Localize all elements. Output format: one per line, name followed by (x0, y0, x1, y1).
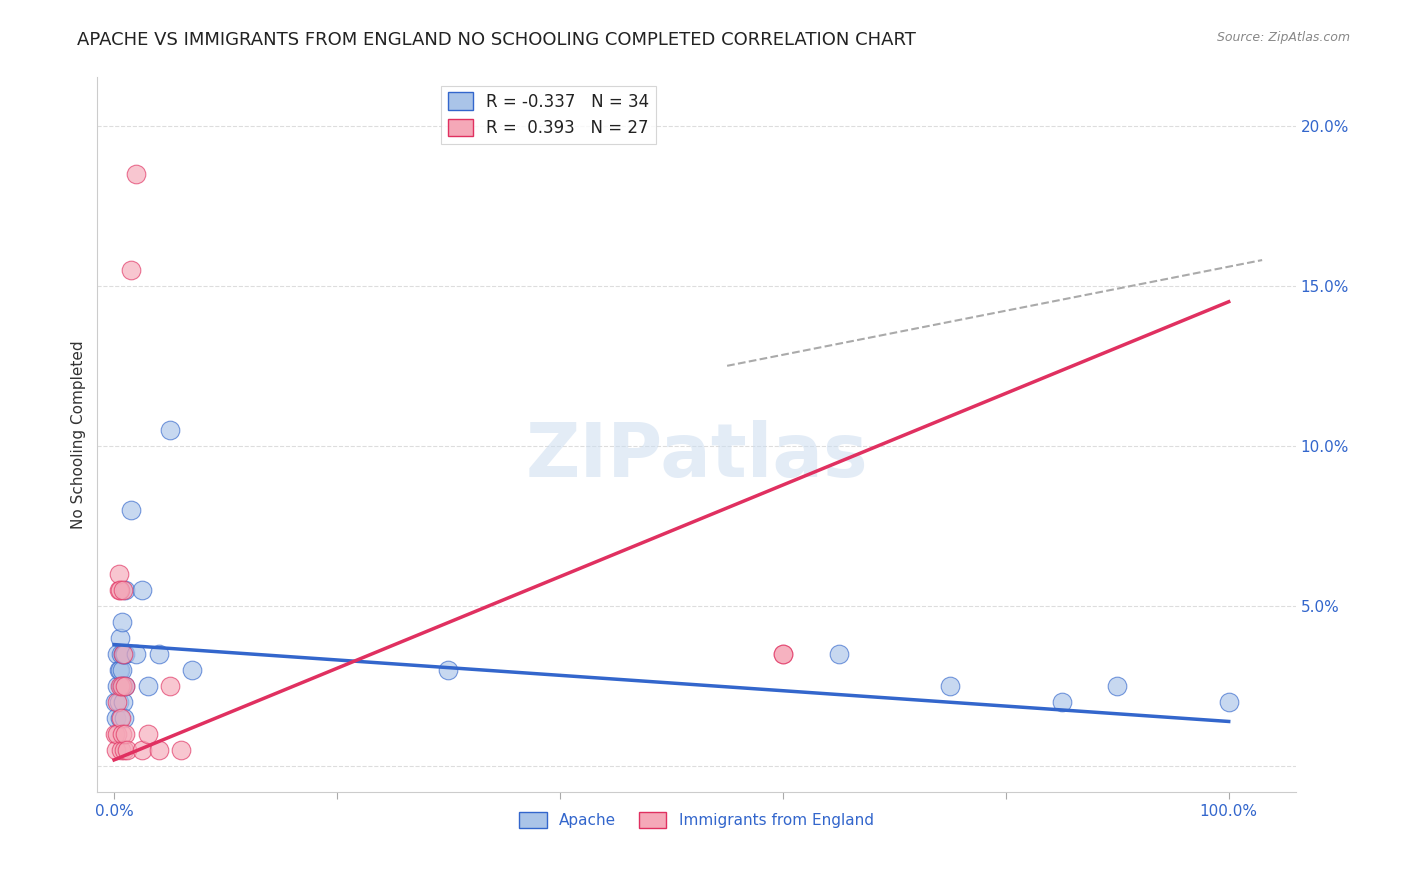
Point (110, 647, 132, 661)
Point (111, 695, 134, 709)
Point (170, 743, 193, 757)
Point (105, 743, 128, 757)
Point (159, 423, 181, 437)
Point (107, 567, 129, 582)
Point (114, 679, 136, 693)
Point (110, 711, 132, 725)
Point (110, 743, 132, 757)
Point (111, 663, 134, 677)
Point (148, 743, 170, 757)
Point (939, 679, 962, 693)
Point (111, 727, 134, 741)
Point (827, 647, 849, 661)
Point (105, 711, 128, 725)
Text: Source: ZipAtlas.com: Source: ZipAtlas.com (1216, 31, 1350, 45)
Point (108, 711, 131, 725)
Point (148, 647, 170, 661)
Point (114, 647, 136, 661)
Point (117, 743, 139, 757)
Point (136, 679, 159, 693)
Point (111, 647, 134, 661)
Point (107, 695, 129, 709)
Point (104, 695, 127, 709)
Point (111, 583, 134, 598)
Point (111, 615, 134, 629)
Point (114, 727, 136, 741)
Point (1050, 695, 1073, 709)
Y-axis label: No Schooling Completed: No Schooling Completed (72, 341, 86, 529)
Point (120, 503, 142, 517)
Point (772, 647, 794, 661)
Point (437, 663, 460, 677)
Point (108, 583, 131, 598)
Point (772, 647, 794, 661)
Point (111, 647, 134, 661)
Point (131, 743, 153, 757)
Text: ZIPatlas: ZIPatlas (526, 419, 868, 492)
Point (107, 663, 129, 677)
Point (110, 679, 132, 693)
Point (107, 727, 129, 741)
Point (108, 631, 131, 645)
Point (107, 679, 129, 693)
Point (107, 695, 129, 709)
Text: APACHE VS IMMIGRANTS FROM ENGLAND NO SCHOOLING COMPLETED CORRELATION CHART: APACHE VS IMMIGRANTS FROM ENGLAND NO SCH… (77, 31, 917, 49)
Point (112, 711, 135, 725)
Point (136, 727, 159, 741)
Point (125, 647, 148, 661)
Point (114, 583, 136, 598)
Point (107, 583, 129, 598)
Point (159, 679, 181, 693)
Point (112, 743, 135, 757)
Point (111, 679, 134, 693)
Point (1107, 679, 1129, 693)
Legend: Apache, Immigrants from England: Apache, Immigrants from England (513, 806, 880, 834)
Point (108, 663, 131, 677)
Point (111, 679, 134, 693)
Point (107, 647, 129, 661)
Point (114, 679, 136, 693)
Point (131, 583, 153, 598)
Point (120, 262, 142, 277)
Point (1218, 695, 1240, 709)
Point (125, 167, 148, 181)
Point (112, 647, 135, 661)
Point (108, 679, 131, 693)
Point (104, 727, 127, 741)
Point (181, 663, 204, 677)
